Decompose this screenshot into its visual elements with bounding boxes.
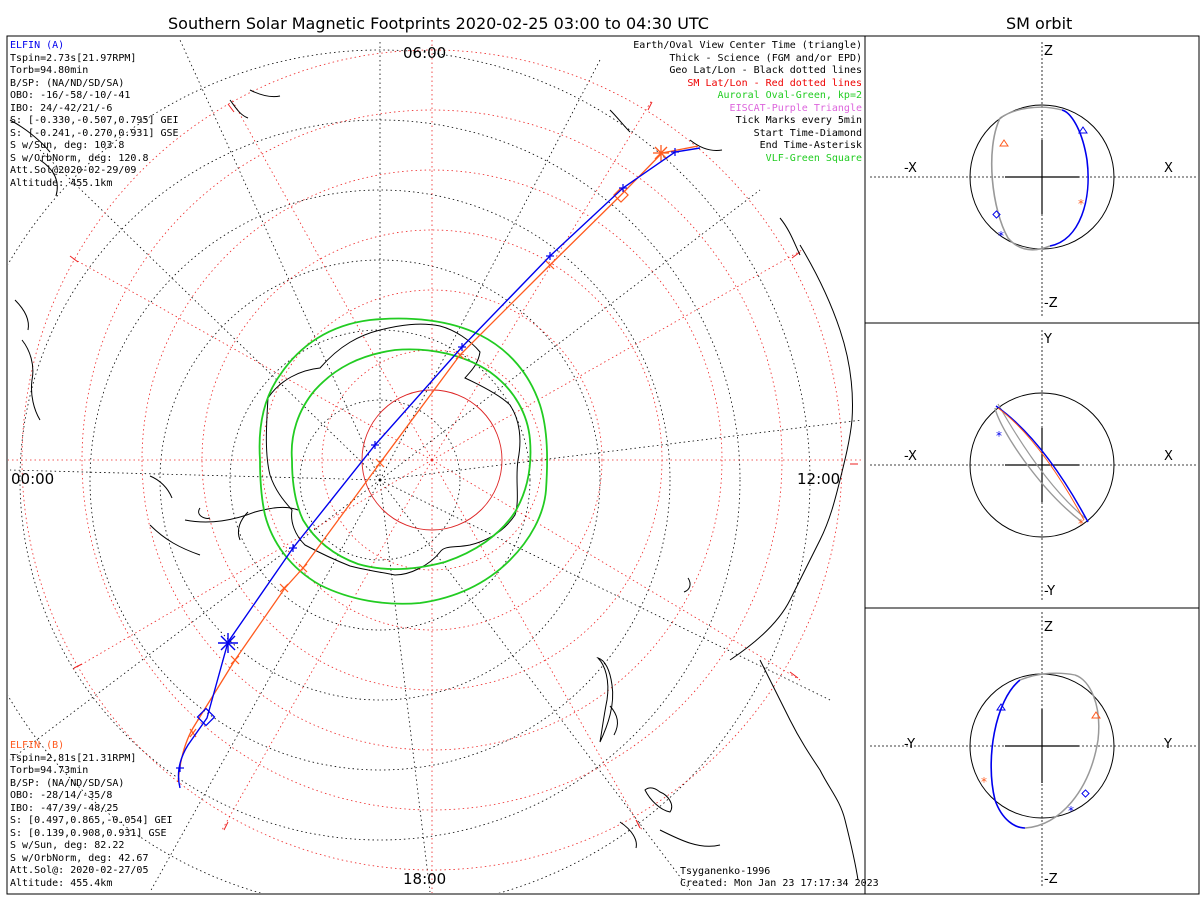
- elfin-b-info-line: Tspin=2.81s[21.31RPM]: [10, 752, 137, 764]
- elfin-a-info-line: Tspin=2.73s[21.97RPM]: [10, 52, 137, 64]
- footer-model: Tsyganenko-1996: [680, 866, 771, 877]
- elfin-b-info-line: Altitude: 455.4km: [10, 877, 113, 889]
- elfin-a-ticks: [176, 148, 679, 772]
- hour-label-right: 12:00: [797, 470, 841, 488]
- elfin-a-info-line: IBO: 24/-42/21/-6: [10, 102, 113, 114]
- hour-label-bottom: 18:00: [403, 870, 447, 888]
- elfin-b-track: [177, 145, 699, 783]
- elfin-a-info-line: S: [-0.241,-0.270,0.931] GSE: [10, 127, 179, 139]
- orbit-title: SM orbit: [1006, 14, 1073, 33]
- orbit-2-left: -X: [904, 449, 917, 464]
- orbit-2-bottom: -Y: [1044, 584, 1056, 599]
- elfin-b-ticks: [189, 260, 555, 738]
- elfin-a-info-line: Torb=94.80min: [10, 65, 89, 76]
- elfin-a-info-line: S w/Sun, deg: 103.8: [10, 140, 125, 151]
- elfin-b-info-line: S: [0.497,0.865,-0.054] GEI: [10, 815, 173, 826]
- orbit-1-left: -X: [904, 161, 917, 176]
- elfin-b-info-line: OBO: -28/14/-35/8: [10, 790, 113, 801]
- elfin-a-info-line: Altitude: 455.1km: [10, 177, 113, 189]
- orbit-3-bottom: -Z: [1044, 872, 1058, 887]
- elfin-a-end-asterisk: [218, 633, 238, 653]
- orbit-panel-yz: * *: [870, 612, 1196, 888]
- elfin-b-start-diamond: [613, 187, 629, 203]
- auroral-ovals: [258, 317, 548, 605]
- sm-inner-circle: [361, 389, 503, 531]
- legend: Earth/Oval View Center Time (triangle) Th…: [633, 40, 862, 165]
- elfin-b-info-line: Att.Sol@: 2020-02-27/05: [10, 865, 149, 876]
- svg-text:*: *: [998, 229, 1004, 243]
- orbit-3-left: -Y: [904, 737, 916, 752]
- elfin-a-info-line: Att.Sol@2020-02-29/09: [10, 165, 137, 176]
- elfin-a-start-diamond: [196, 707, 216, 727]
- elfin-a-info-line: OBO: -16/-58/-10/-41: [10, 90, 131, 101]
- svg-text:*: *: [1078, 517, 1084, 531]
- elfin-a-info-line: S w/OrbNorm, deg: 120.8: [10, 152, 149, 164]
- legend-entry: Start Time-Diamond: [753, 127, 862, 139]
- svg-text:*: *: [996, 429, 1002, 443]
- elfin-a-info-line: B/SP: (NA/ND/SD/SA): [10, 77, 125, 89]
- elfin-a-name: ELFIN (A): [10, 40, 65, 51]
- legend-entry: Auroral Oval-Green, kp=2: [717, 90, 863, 101]
- elfin-b-info-line: IBO: -47/39/-48/25: [10, 802, 119, 814]
- elfin-a-info-line: S: [-0.330,-0.507,0.795] GEI: [10, 115, 179, 126]
- orbit-1-right: X: [1164, 161, 1173, 176]
- elfin-b-info-line: S w/Sun, deg: 82.22: [10, 840, 125, 851]
- elfin-b-info-line: Torb=94.73min: [10, 765, 89, 776]
- sm-grid: [8, 37, 864, 893]
- legend-entry: Thick - Science (FGM and/or EPD): [669, 52, 862, 64]
- legend-entry: End Time-Asterisk: [759, 140, 862, 151]
- orbit-3-top: Z: [1044, 620, 1053, 635]
- orbit-1-bottom: -Z: [1044, 296, 1058, 311]
- elfin-b-end-asterisk: [653, 145, 669, 161]
- legend-entry: SM Lat/Lon - Red dotted lines: [687, 77, 862, 89]
- legend-entry: EISCAT-Purple Triangle: [729, 102, 862, 114]
- elfin-b-info-line: S: [0.139,0.908,0.931] GSE: [10, 827, 167, 839]
- footer-created: Created: Mon Jan 23 17:17:34 2023: [680, 878, 879, 889]
- coastlines: [9, 89, 859, 881]
- svg-text:*: *: [1078, 197, 1084, 211]
- svg-text:*: *: [1068, 804, 1074, 818]
- orbit-panel-xz: * *: [870, 42, 1196, 318]
- hour-label-top: 06:00: [403, 44, 447, 62]
- elfin-b-name: ELFIN (B): [10, 740, 65, 751]
- orbit-panel-xy: * *: [870, 330, 1196, 602]
- orbit-2-right: X: [1164, 449, 1173, 464]
- legend-entry: Tick Marks every 5min: [735, 115, 862, 126]
- legend-entry: VLF-Green Square: [765, 152, 862, 164]
- elfin-b-info: ELFIN (B) Tspin=2.81s[21.31RPM] Torb=94.7…: [10, 740, 173, 890]
- elfin-a-track: [176, 147, 701, 789]
- main-title: Southern Solar Magnetic Footprints 2020-…: [168, 14, 709, 33]
- orbit-3-right: Y: [1164, 737, 1172, 752]
- svg-text:*: *: [981, 775, 987, 789]
- orbit-panels-frame: [864, 35, 1200, 895]
- orbit-1-top: Z: [1044, 44, 1053, 59]
- orbit-2-top: Y: [1044, 332, 1052, 347]
- hour-label-left: 00:00: [11, 470, 55, 488]
- elfin-b-info-line: S w/OrbNorm, deg: 42.67: [10, 852, 149, 864]
- elfin-a-info: ELFIN (A) Tspin=2.73s[21.97RPM] Torb=94.8…: [10, 40, 179, 190]
- legend-entry: Geo Lat/Lon - Black dotted lines: [669, 65, 862, 76]
- elfin-b-info-line: B/SP: (NA/ND/SD/SA): [10, 777, 125, 789]
- legend-entry: Earth/Oval View Center Time (triangle): [633, 40, 862, 51]
- sm-rim-ticks: [69, 101, 858, 831]
